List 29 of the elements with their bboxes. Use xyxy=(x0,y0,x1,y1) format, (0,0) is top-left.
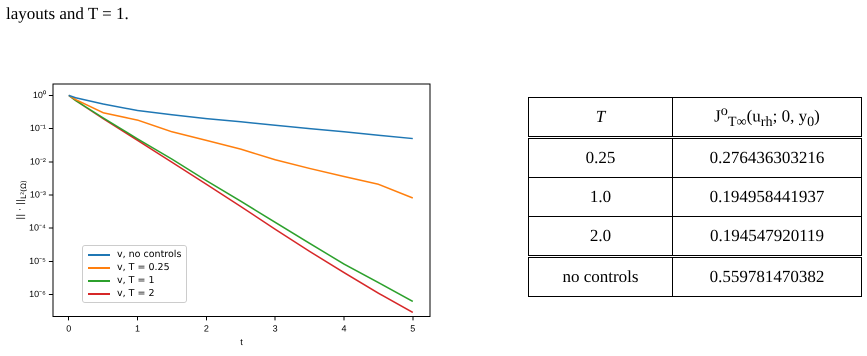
text: 1.0 xyxy=(528,178,672,216)
text: 2.0 xyxy=(528,216,672,256)
text: J$^{o}$$_{T∞}$(u$_{rh}$; 0, y$_{0}$) xyxy=(672,98,862,138)
y-tick-label: 10⁻⁴ xyxy=(28,222,46,233)
y-tick-label: 10⁻¹ xyxy=(30,123,46,134)
legend-label: v, T = 1 xyxy=(116,274,156,287)
legend-label: v, no controls xyxy=(116,248,182,261)
legend-label: v, T = 0.25 xyxy=(116,261,171,274)
text: 0.25 xyxy=(528,138,672,178)
text: T xyxy=(528,98,672,138)
text: 0.194547920119 xyxy=(672,216,862,256)
x-tick-label: 5 xyxy=(410,323,416,334)
text: no controls xyxy=(528,256,672,296)
x-tick-label: 1 xyxy=(135,323,140,334)
x-tick-label: 4 xyxy=(341,323,346,334)
text: 0.559781470382 xyxy=(672,256,862,296)
x-tick-label: 0 xyxy=(66,323,72,334)
text: 0.194958441937 xyxy=(672,178,862,216)
x-tick-label: 3 xyxy=(272,323,278,334)
text: 0.276436303216 xyxy=(672,138,862,178)
x-axis-title: t xyxy=(240,337,244,348)
y-tick-label: 10⁻³ xyxy=(30,189,46,200)
y-tick-label: 10⁻⁵ xyxy=(29,256,46,266)
y-tick-label: 10⁻⁶ xyxy=(29,289,46,300)
y-tick-label: 10⁻² xyxy=(30,156,46,166)
legend-label: v, T = 2 xyxy=(116,287,156,300)
x-tick-label: 2 xyxy=(204,323,209,334)
text: layouts and T = 1. xyxy=(6,4,129,24)
y-tick-label: 10⁰ xyxy=(32,90,46,100)
